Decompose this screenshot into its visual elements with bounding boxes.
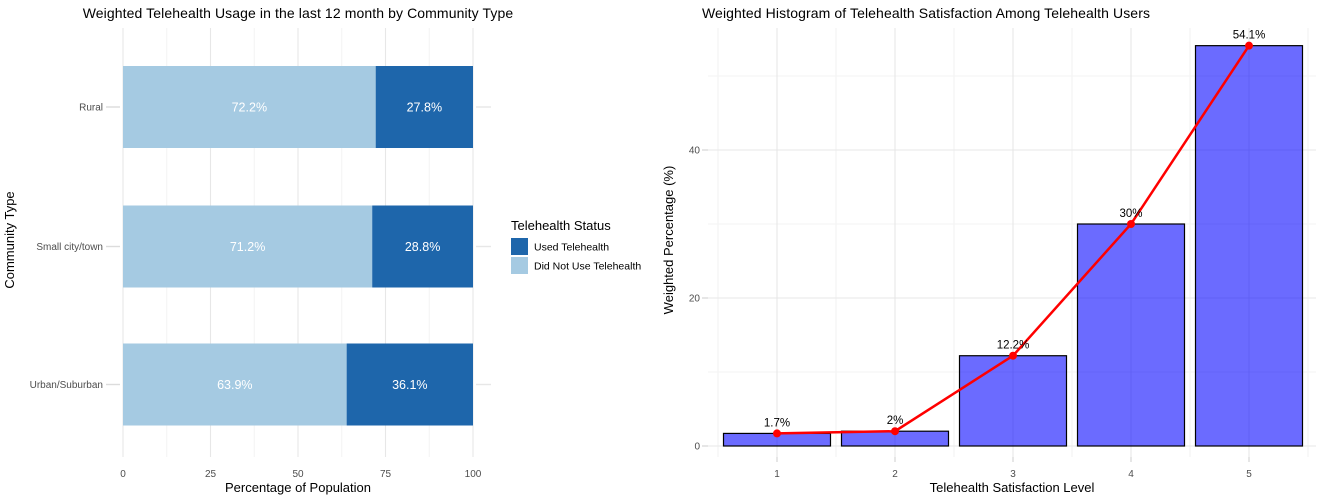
- usage-chart-plot: 72.2% 27.8% 71.2% 28.8% 63.9% 36.1% Rural Small…: [2, 28, 641, 495]
- bar-value-label: 27.8%: [407, 101, 442, 115]
- category-tick-label: Rural: [79, 103, 103, 114]
- bar-value-label: 71.2%: [230, 240, 265, 254]
- trend-point: [1009, 351, 1017, 360]
- x-tick-label: 100: [465, 469, 482, 480]
- bar-segment: [372, 205, 473, 288]
- x-axis: 0 25 50 75 100 Percentage of Population: [120, 469, 482, 495]
- y-tick-label: 20: [689, 294, 701, 305]
- bar-segment: [346, 343, 473, 426]
- x-tick-label: 3: [1010, 469, 1016, 480]
- bar-value-label: 28.8%: [405, 240, 440, 254]
- data-point-label: 2%: [887, 415, 904, 427]
- x-axis: 1 2 3 4 5 Telehealth Satisfaction Level: [774, 457, 1252, 495]
- data-point-label: 12.2%: [997, 340, 1030, 352]
- y-axis: 0 20 40 Weighted Percentage (%): [661, 146, 708, 453]
- y-tick-label: 40: [689, 146, 701, 157]
- y-tick-label: 0: [694, 442, 700, 453]
- usage-chart-title: Weighted Telehealth Usage in the last 12…: [82, 5, 514, 21]
- bar-value-label: 72.2%: [232, 101, 267, 115]
- satisfaction-chart-title: Weighted Histogram of Telehealth Satisfa…: [702, 5, 1151, 21]
- data-point-label: 30%: [1119, 208, 1142, 220]
- legend-label: Used Telehealth: [534, 242, 609, 254]
- category-tick-label: Small city/town: [36, 242, 103, 253]
- histogram-bars: [722, 45, 1304, 447]
- legend-swatch: [511, 257, 528, 274]
- data-point-label: 54.1%: [1233, 30, 1266, 42]
- legend-title: Telehealth Status: [511, 218, 611, 233]
- legend-swatch: [511, 238, 528, 255]
- x-tick-label: 5: [1246, 469, 1252, 480]
- satisfaction-chart-plot: 1.7% 2% 12.2% 30% 54.1% 0 20 40 Weighted Percent…: [661, 28, 1316, 495]
- y-axis: Rural Small city/town Urban/Suburban Commun…: [2, 103, 491, 391]
- x-tick-label: 0: [120, 469, 126, 480]
- trend-point: [1127, 220, 1135, 228]
- x-tick-label: 75: [380, 469, 392, 480]
- bar-segment: [123, 205, 373, 288]
- trend-point: [1245, 41, 1253, 50]
- histogram-bar: [1194, 45, 1304, 447]
- bar-value-labels: 72.2% 27.8% 71.2% 28.8% 63.9% 36.1%: [217, 101, 442, 393]
- x-tick-label: 4: [1128, 469, 1134, 480]
- trend-point: [891, 427, 899, 436]
- bar-value-label: 36.1%: [392, 378, 427, 392]
- trend-point: [773, 429, 781, 438]
- legend-label: Did Not Use Telehealth: [534, 261, 641, 273]
- legend: Telehealth Status Used Telehealth Did Not …: [511, 218, 641, 274]
- data-point-label: 1.7%: [764, 417, 790, 429]
- x-tick-label: 1: [774, 469, 780, 480]
- bar-segment: [123, 66, 376, 148]
- x-tick-label: 50: [292, 469, 304, 480]
- x-axis-title: Telehealth Satisfaction Level: [930, 480, 1095, 495]
- bar-segment: [375, 66, 473, 148]
- x-tick-label: 25: [205, 469, 217, 480]
- y-axis-title: Community Type: [2, 191, 17, 288]
- bar-segment: [123, 343, 347, 426]
- histogram-bar: [958, 355, 1068, 447]
- satisfaction-chart: Weighted Histogram of Telehealth Satisfa…: [660, 0, 1325, 503]
- x-axis-title: Percentage of Population: [225, 480, 371, 495]
- category-tick-label: Urban/Suburban: [30, 380, 103, 391]
- trend-line: [773, 41, 1253, 438]
- stacked-bars: [123, 66, 473, 426]
- usage-chart: Weighted Telehealth Usage in the last 12…: [0, 0, 660, 503]
- y-axis-title: Weighted Percentage (%): [661, 166, 676, 315]
- data-point-labels: 1.7% 2% 12.2% 30% 54.1%: [764, 30, 1265, 430]
- bar-value-label: 63.9%: [217, 378, 252, 392]
- histogram-bar: [1076, 223, 1186, 447]
- x-tick-label: 2: [892, 469, 898, 480]
